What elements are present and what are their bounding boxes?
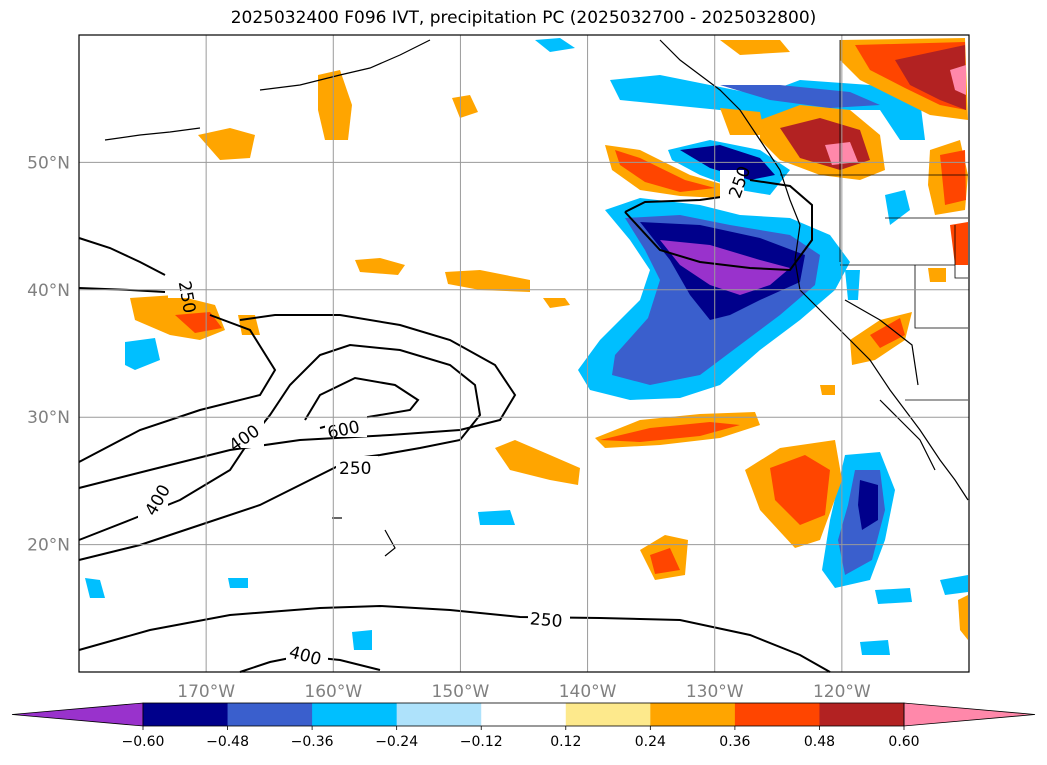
colorbar-tick-label: −0.48 <box>206 734 249 750</box>
lon-tick-label: 170°W <box>177 682 235 702</box>
colorbar-swatch <box>819 703 905 726</box>
lon-tick-label: 150°W <box>432 682 490 702</box>
colorbar-swatch <box>565 703 651 726</box>
map-frame <box>78 34 970 673</box>
ivt-contours <box>78 179 831 673</box>
lon-tick-label: 160°W <box>304 682 362 702</box>
lat-tick-label: 30°N <box>27 408 70 428</box>
lat-tick-label: 20°N <box>27 536 70 556</box>
lon-tick-label: 120°W <box>813 682 871 702</box>
colorbar-tick-label: 0.36 <box>719 734 750 750</box>
lat-labels: 50°N 40°N 30°N 20°N <box>27 153 70 555</box>
colorbar-tick-label: 0.48 <box>804 734 835 750</box>
colorbar-tick-label: −0.12 <box>460 734 503 750</box>
colorbar-swatch <box>143 703 229 726</box>
colorbar-swatch <box>396 703 482 726</box>
colorbar-swatch <box>734 703 820 726</box>
lat-tick-label: 40°N <box>27 281 70 301</box>
colorbar-swatch <box>312 703 398 726</box>
lon-tick-label: 130°W <box>686 682 744 702</box>
map-title: 2025032400 F096 IVT, precipitation PC (2… <box>230 8 817 28</box>
colorbar-tick-label: −0.24 <box>375 734 418 750</box>
colorbar-extend-high <box>903 702 1036 727</box>
lon-tick-label: 140°W <box>559 682 617 702</box>
gridlines <box>79 35 969 672</box>
contour-label: 250 <box>529 609 563 632</box>
colorbar-tick-label: −0.60 <box>122 734 165 750</box>
colorbar: −0.60 −0.48 −0.36 −0.24 −0.12 0.12 0.24 0.36 0.4… <box>11 702 1036 750</box>
colorbar-swatch <box>227 703 313 726</box>
colorbar-outline <box>142 702 905 727</box>
colorbar-tick-label: −0.36 <box>291 734 334 750</box>
borders <box>780 40 968 401</box>
colorbar-tick-label: 0.60 <box>888 734 919 750</box>
lon-labels: 170°W 160°W 150°W 140°W 130°W 120°W <box>177 682 871 702</box>
colorbar-tick-label: 0.24 <box>635 734 666 750</box>
contour-label: 250 <box>339 459 371 479</box>
colorbar-tick-label: 0.12 <box>550 734 581 750</box>
colorbar-extend-low <box>11 702 144 727</box>
colorbar-swatch <box>650 703 736 726</box>
lat-tick-label: 50°N <box>27 153 70 173</box>
colorbar-swatch <box>481 703 567 726</box>
